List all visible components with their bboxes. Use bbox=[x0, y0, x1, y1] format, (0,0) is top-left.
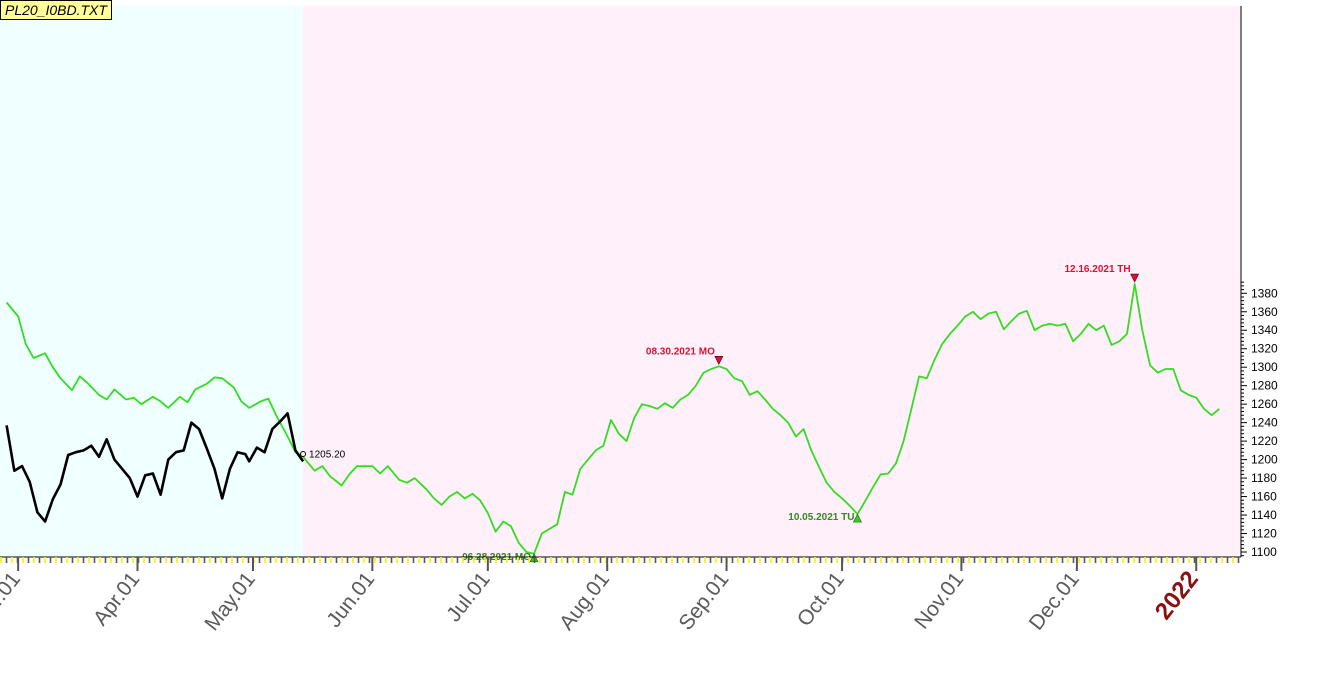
y-tick-label: 1340 bbox=[1251, 323, 1278, 337]
main-series-group bbox=[5, 283, 1220, 555]
x-tick-label: Apr.01 bbox=[89, 568, 145, 630]
swing-high-label: 12.16.2021 TH bbox=[1064, 264, 1130, 275]
x-axis: Mar.01 Apr.01 May.01 Jun.01 Jul.01 Aug.01 Sep.… bbox=[0, 556, 1241, 635]
projection-series-group bbox=[5, 412, 305, 523]
x-tick-label: Jul.01 bbox=[442, 568, 495, 626]
x-tick-label: Dec.01 bbox=[1025, 568, 1084, 635]
swing-low-label: 10.05.2021 TU bbox=[788, 512, 854, 523]
y-tick-label: 1160 bbox=[1251, 490, 1277, 504]
y-tick-label: 1200 bbox=[1251, 453, 1278, 467]
x-tick-label: Sep.01 bbox=[674, 568, 733, 635]
x-tick-label: Jun.01 bbox=[322, 568, 379, 632]
y-tick-label: 1280 bbox=[1251, 379, 1278, 393]
x-tick-label: Nov.01 bbox=[910, 568, 968, 633]
end-value-label: 1205.20 bbox=[309, 450, 346, 461]
main-series-line bbox=[5, 283, 1220, 555]
swing-high-marker bbox=[1130, 273, 1140, 283]
y-tick-label: 1300 bbox=[1251, 360, 1278, 374]
future-zone-background bbox=[303, 6, 1241, 557]
y-tick-label: 1380 bbox=[1251, 286, 1278, 300]
projection-series-line bbox=[5, 412, 305, 523]
y-tick-label: 1260 bbox=[1251, 397, 1278, 411]
y-tick-label: 1240 bbox=[1251, 416, 1278, 430]
x-year-label: 2022 bbox=[1150, 566, 1204, 625]
y-tick-label: 1360 bbox=[1251, 305, 1278, 319]
end-point-marker bbox=[300, 451, 307, 458]
swing-high-label: 08.30.2021 MO bbox=[646, 346, 715, 357]
y-tick-label: 1220 bbox=[1251, 434, 1278, 448]
y-tick-label: 1140 bbox=[1251, 508, 1277, 522]
x-tick-label: Oct.01 bbox=[793, 568, 849, 631]
y-tick-label: 1180 bbox=[1251, 471, 1277, 485]
y-tick-label: 1120 bbox=[1251, 527, 1277, 541]
swing-low-marker bbox=[852, 513, 862, 523]
y-axis: 1100 1120 1140 1160 1180 1200 1220 1240 1260 1280… bbox=[1240, 6, 1278, 559]
y-tick-label: 1100 bbox=[1251, 545, 1277, 559]
swing-high-marker bbox=[714, 355, 724, 365]
chart-title: PL20_I0BD.TXT bbox=[0, 0, 112, 20]
past-zone-background bbox=[0, 6, 304, 557]
x-tick-label: Aug.01 bbox=[555, 568, 614, 635]
end-label-group: 1205.20 bbox=[300, 450, 346, 461]
x-tick-label: May.01 bbox=[200, 568, 260, 635]
y-tick-label: 1320 bbox=[1251, 342, 1278, 356]
x-tick-label: Mar.01 bbox=[0, 568, 25, 633]
